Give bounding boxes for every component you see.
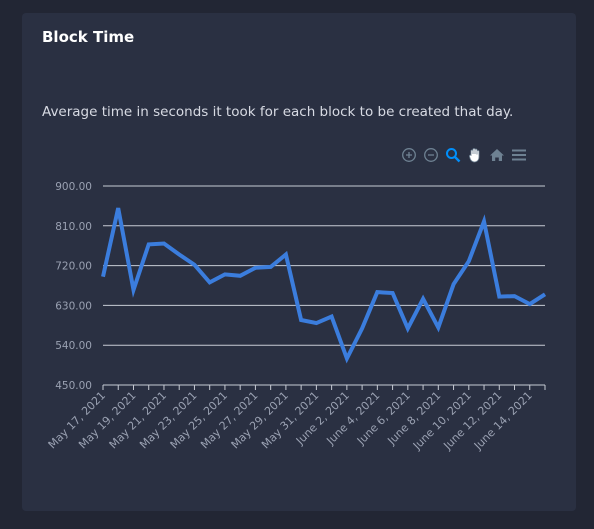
y-tick-label: 450.00 (55, 380, 92, 392)
zoom-out-icon[interactable] (421, 146, 441, 164)
chart-toolbar (399, 146, 529, 164)
y-tick-label: 540.00 (55, 340, 92, 352)
y-tick-label: 810.00 (55, 221, 92, 233)
y-tick-label: 720.00 (55, 261, 92, 273)
block-time-card: Block Time Average time in seconds it to… (22, 13, 576, 511)
zoom-in-icon[interactable] (399, 146, 419, 164)
y-tick-label: 900.00 (55, 181, 92, 193)
card-description: Average time in seconds it took for each… (42, 104, 514, 120)
selection-zoom-icon[interactable] (443, 146, 463, 164)
pan-hand-icon[interactable] (465, 146, 485, 164)
card-title: Block Time (42, 28, 135, 46)
menu-icon[interactable] (509, 146, 529, 164)
y-tick-label: 630.00 (55, 300, 92, 312)
series-line (101, 207, 547, 364)
reset-home-icon[interactable] (487, 146, 507, 164)
